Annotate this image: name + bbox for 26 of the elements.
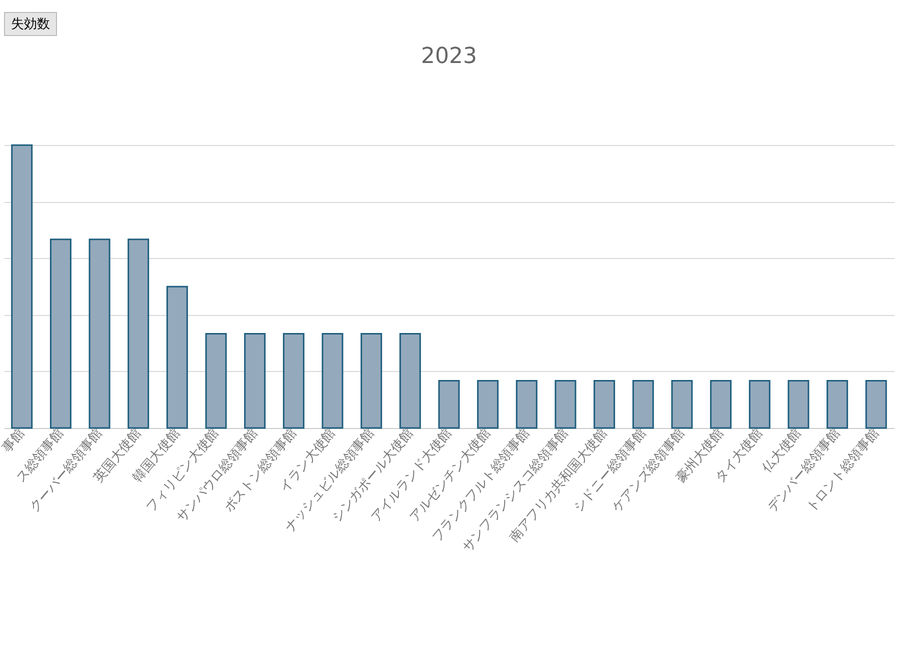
bar (788, 380, 810, 429)
bar (322, 333, 344, 429)
bar (399, 333, 421, 429)
bar (516, 380, 538, 429)
x-tick-label: 事館 (0, 426, 28, 456)
bar (128, 238, 150, 429)
bar (554, 380, 576, 429)
bar (594, 380, 616, 429)
bar (11, 144, 33, 429)
bar (244, 333, 266, 429)
bar (477, 380, 499, 429)
bar (748, 380, 770, 429)
bar (205, 333, 227, 429)
bar (438, 380, 460, 429)
bar (710, 380, 732, 429)
bar (360, 333, 382, 429)
bar (632, 380, 654, 429)
chart-title: 2023 (421, 44, 477, 69)
text: 失効数 (4, 12, 57, 36)
bar (88, 238, 110, 429)
bar (166, 286, 188, 429)
bar (865, 380, 887, 429)
bar (826, 380, 848, 429)
bar (671, 380, 693, 429)
bar (50, 238, 72, 429)
bar (282, 333, 304, 429)
